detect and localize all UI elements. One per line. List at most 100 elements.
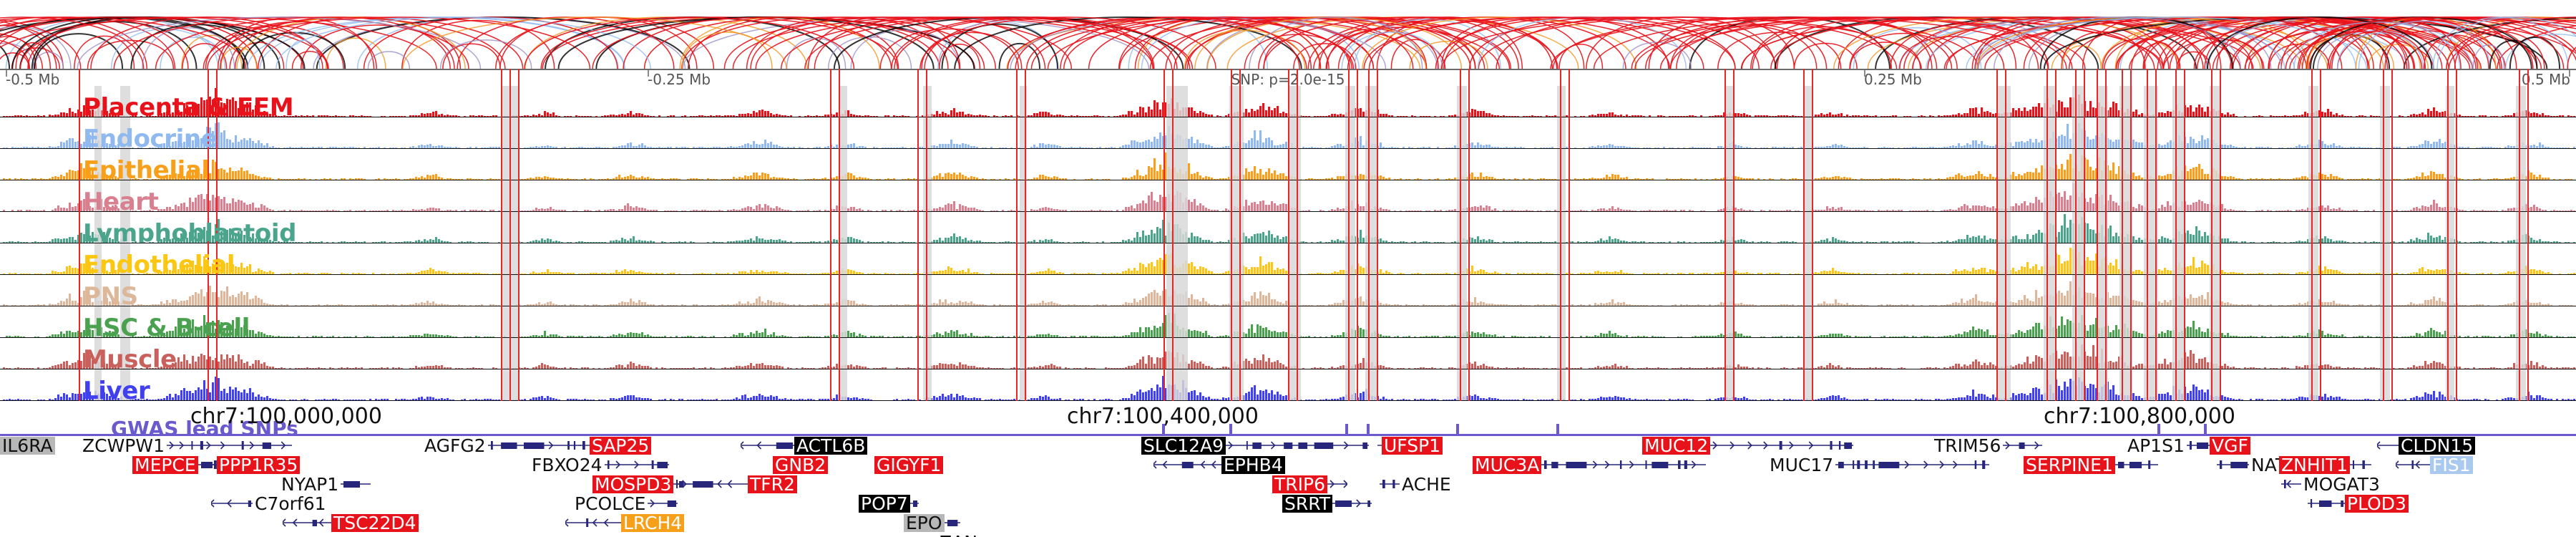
- signal-bar: [2064, 107, 2066, 117]
- signal-bar: [590, 241, 592, 243]
- signal-bar: [1720, 115, 1722, 117]
- signal-bar: [1669, 210, 1671, 211]
- signal-bar: [922, 115, 924, 117]
- signal-bar: [1156, 201, 1158, 211]
- signal-bar: [1955, 209, 1957, 211]
- signal-bar: [1823, 146, 1825, 148]
- signal-bar: [1789, 210, 1791, 211]
- signal-bar: [447, 241, 449, 243]
- signal-bar: [1860, 178, 1863, 180]
- signal-bar: [6, 147, 8, 148]
- signal-bar: [1626, 272, 1628, 274]
- signal-bar: [246, 170, 248, 180]
- signal-bar: [2410, 210, 2412, 211]
- signal-bar: [555, 178, 557, 180]
- signal-bar: [226, 203, 228, 211]
- signal-bar: [761, 172, 763, 180]
- signal-bar: [1875, 115, 1877, 117]
- signal-bar: [2195, 166, 2197, 180]
- signal-bar: [1772, 210, 1774, 211]
- chromatin-loop-arc-panel: [0, 0, 2576, 69]
- signal-bar: [1053, 270, 1055, 274]
- signal-bar: [1680, 273, 1682, 274]
- signal-track-pns[interactable]: PNS: [0, 275, 2576, 306]
- signal-bar: [1963, 239, 1966, 243]
- signal-bar: [175, 204, 177, 211]
- signal-bar: [441, 210, 443, 211]
- signal-bar: [283, 115, 286, 117]
- signal-bar: [2479, 178, 2481, 180]
- signal-bar: [1878, 178, 1880, 180]
- signal-bar: [990, 178, 992, 180]
- signal-bar: [2318, 239, 2321, 243]
- signal-bar: [2553, 241, 2555, 243]
- highlight-shade: [2308, 149, 2318, 180]
- highlight-shade: [120, 243, 130, 274]
- signal-bar: [2510, 178, 2512, 180]
- signal-bar: [850, 237, 852, 243]
- signal-bar: [1214, 273, 1216, 274]
- signal-bar: [1840, 207, 1843, 211]
- highlight-shade: [1724, 117, 1735, 148]
- signal-bar: [2321, 112, 2323, 117]
- signal-bar: [63, 112, 65, 117]
- signal-bar: [260, 270, 263, 274]
- signal-bar: [647, 115, 649, 117]
- signal-bar: [738, 146, 741, 148]
- signal-bar: [2241, 147, 2243, 148]
- signal-bar: [1425, 115, 1428, 117]
- signal-bar: [2347, 241, 2349, 243]
- signal-bar: [1620, 209, 1622, 211]
- signal-bar: [1689, 115, 1691, 117]
- signal-bar: [2204, 140, 2206, 148]
- signal-bar: [2547, 146, 2550, 148]
- signal-bar: [2464, 273, 2467, 274]
- signal-track-endothelial[interactable]: Endothelial: [0, 243, 2576, 275]
- signal-track-placenta-eem[interactable]: Placenta & EEM: [0, 86, 2576, 117]
- signal-bar: [2490, 147, 2492, 148]
- signal-bar: [315, 241, 317, 243]
- signal-bar: [2539, 114, 2541, 117]
- signal-bar: [670, 178, 672, 180]
- signal-bar: [2307, 113, 2309, 117]
- signal-bar: [1062, 272, 1064, 274]
- signal-bar: [1818, 178, 1820, 180]
- signal-bar: [1188, 107, 1190, 117]
- signal-bar: [1360, 266, 1362, 274]
- signal-bar: [1723, 147, 1725, 148]
- signal-bar: [1145, 267, 1147, 274]
- signal-track-lymphoblastoid[interactable]: Lymphoblastoid: [0, 212, 2576, 243]
- signal-bar: [14, 273, 16, 274]
- signal-bar: [2324, 208, 2326, 211]
- signal-track-epithelial[interactable]: Epithelial: [0, 149, 2576, 180]
- signal-bar: [1088, 147, 1090, 148]
- signal-bar: [415, 147, 417, 148]
- signal-bar: [1789, 147, 1791, 148]
- signal-bar: [824, 115, 826, 117]
- signal-bar: [1955, 269, 1957, 274]
- highlight-shade: [1365, 180, 1377, 211]
- signal-bar: [86, 194, 88, 211]
- signal-bar: [716, 147, 718, 148]
- signal-bar: [1652, 178, 1654, 180]
- signal-track-heart[interactable]: Heart: [0, 180, 2576, 212]
- signal-bar: [1978, 144, 1980, 148]
- signal-bar: [1065, 116, 1067, 117]
- signal-bar: [2459, 146, 2461, 148]
- signal-track-endocrine[interactable]: Endocrine: [0, 117, 2576, 149]
- signal-bar: [1002, 241, 1004, 243]
- signal-bar: [2035, 233, 2037, 243]
- signal-bar: [1391, 146, 1393, 148]
- signal-bar: [2061, 197, 2063, 211]
- signal-bar: [252, 140, 254, 148]
- signal-bar: [1142, 141, 1144, 148]
- signal-bar: [887, 115, 889, 117]
- highlight-shade: [1803, 86, 1813, 117]
- signal-bar: [2192, 203, 2195, 211]
- signal-bar: [220, 132, 223, 148]
- signal-bar: [1537, 178, 1539, 180]
- signal-bar: [1199, 111, 1201, 117]
- signal-bar: [1417, 178, 1419, 180]
- signal-bar: [1500, 147, 1502, 148]
- signal-bar: [710, 147, 712, 148]
